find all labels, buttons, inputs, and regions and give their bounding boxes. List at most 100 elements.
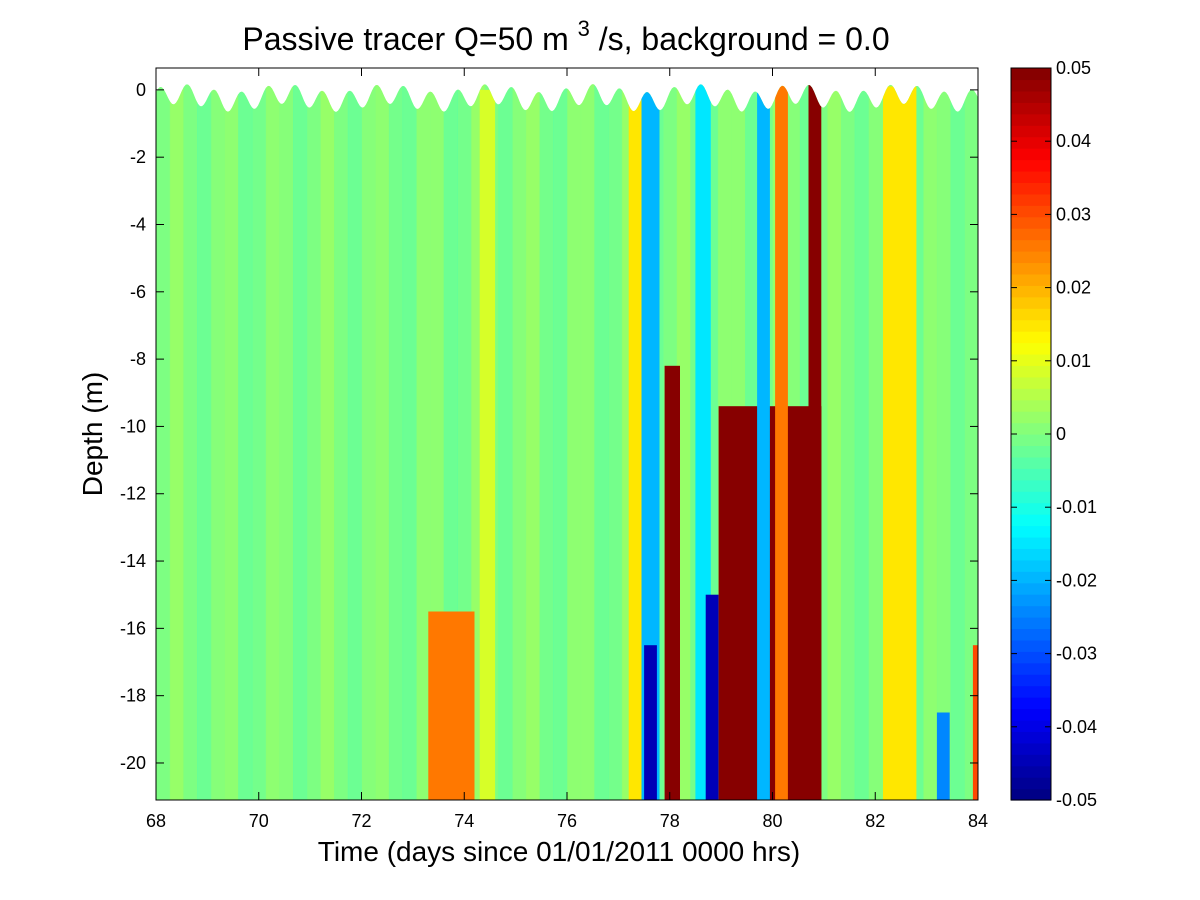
y-tick-label: 0 — [136, 80, 146, 100]
colorbar-swatch — [1011, 170, 1051, 183]
colorbar-swatch — [1011, 468, 1051, 481]
colorbar-tick-label: -0.04 — [1056, 717, 1097, 737]
colorbar-tick-label: -0.03 — [1056, 644, 1097, 664]
colorbar-swatch — [1011, 731, 1051, 744]
x-axis-label: Time (days since 01/01/2011 0000 hrs) — [318, 836, 800, 867]
colorbar-swatch — [1011, 788, 1051, 801]
heatmap-feature — [757, 84, 770, 800]
heatmap-band — [361, 84, 376, 800]
x-axis: 68 70 72 74 76 78 80 82 84 — [146, 68, 988, 831]
colorbar-tick-label: 0.04 — [1056, 131, 1091, 151]
y-tick-label: -20 — [120, 753, 146, 773]
colorbar-swatch — [1011, 376, 1051, 389]
heatmap-band — [539, 84, 554, 800]
colorbar-swatch — [1011, 159, 1051, 172]
heatmap-plot — [155, 67, 979, 801]
colorbar-swatch — [1011, 388, 1051, 401]
y-tick-label: -12 — [120, 484, 146, 504]
colorbar-swatch — [1011, 685, 1051, 698]
y-axis-label: Depth (m) — [77, 372, 108, 496]
heatmap-band — [224, 84, 239, 800]
chart-title-superscript: 3 — [578, 16, 590, 41]
heatmap-cells — [156, 84, 978, 800]
heatmap-band — [567, 84, 582, 800]
heatmap-band — [388, 84, 404, 800]
colorbar-swatch — [1011, 113, 1051, 126]
heatmap-feature — [972, 645, 978, 800]
colorbar-swatch — [1011, 308, 1051, 321]
x-tick-label: 84 — [968, 811, 988, 831]
x-tick-label: 72 — [351, 811, 371, 831]
heatmap-band — [251, 84, 267, 800]
heatmap-feature — [644, 645, 657, 800]
heatmap-feature — [628, 84, 642, 800]
colorbar-swatch — [1011, 777, 1051, 790]
colorbar-swatch — [1011, 765, 1051, 778]
y-tick-label: -10 — [120, 416, 146, 436]
y-tick-label: -2 — [130, 147, 146, 167]
heatmap-band — [608, 84, 623, 800]
colorbar-swatch — [1011, 639, 1051, 652]
colorbar-swatch — [1011, 422, 1051, 435]
heatmap-band — [923, 84, 938, 800]
x-tick-label: 82 — [865, 811, 885, 831]
colorbar-swatch — [1011, 411, 1051, 424]
heatmap-band — [841, 84, 856, 800]
colorbar-swatch — [1011, 285, 1051, 298]
heatmap-band — [553, 84, 568, 800]
heatmap-band — [868, 84, 883, 800]
colorbar-swatch — [1011, 205, 1051, 218]
colorbar-swatch — [1011, 502, 1051, 515]
colorbar-swatch — [1011, 742, 1051, 755]
heatmap-band — [416, 84, 431, 800]
heatmap-feature — [883, 86, 917, 800]
heatmap-band — [580, 84, 595, 800]
heatmap-band — [936, 84, 952, 800]
colorbar-swatch — [1011, 136, 1051, 149]
colorbar-swatch — [1011, 262, 1051, 275]
colorbar-swatch — [1011, 605, 1051, 618]
colorbar-swatch — [1011, 697, 1051, 710]
colorbar-swatch — [1011, 617, 1051, 630]
heatmap-band — [183, 84, 198, 800]
x-tick-label: 78 — [660, 811, 680, 831]
heatmap-band — [827, 84, 842, 800]
colorbar-tick-label: -0.02 — [1056, 570, 1097, 590]
colorbar-swatch — [1011, 90, 1051, 103]
colorbar-swatch — [1011, 662, 1051, 675]
heatmap-feature — [641, 84, 660, 800]
heatmap-feature — [705, 594, 719, 800]
heatmap-band — [525, 84, 541, 800]
y-tick-label: -4 — [130, 214, 146, 234]
heatmap-feature — [808, 84, 822, 800]
colorbar-swatch — [1011, 68, 1051, 81]
heatmap-band — [512, 84, 527, 800]
colorbar-tick-label: 0.05 — [1056, 58, 1091, 78]
heatmap-band — [347, 84, 362, 800]
x-tick-label: 80 — [762, 811, 782, 831]
colorbar-swatch — [1011, 514, 1051, 527]
colorbar: 0.05 0.04 0.03 0.02 0.01 0 -0.01 -0.02 -0.03 -0.0… — [1010, 58, 1097, 810]
y-tick-label: -8 — [130, 349, 146, 369]
y-tick-label: -18 — [120, 686, 146, 706]
heatmap-feature — [775, 84, 788, 800]
x-tick-label: 74 — [454, 811, 474, 831]
colorbar-swatch — [1011, 525, 1051, 538]
colorbar-swatch — [1011, 79, 1051, 92]
colorbar-tick-label: 0.01 — [1056, 351, 1091, 371]
colorbar-tick-label: 0 — [1056, 424, 1066, 444]
heatmap-feature — [479, 89, 496, 800]
colorbar-swatch — [1011, 216, 1051, 229]
colorbar-tick-label: -0.01 — [1056, 497, 1097, 517]
heatmap-band — [279, 84, 294, 800]
colorbar-swatch — [1011, 353, 1051, 366]
colorbar-swatch — [1011, 674, 1051, 687]
x-tick-label: 70 — [249, 811, 269, 831]
heatmap-band — [676, 84, 691, 800]
heatmap-feature — [428, 611, 475, 800]
colorbar-swatch — [1011, 708, 1051, 721]
heatmap-band — [156, 84, 171, 800]
colorbar-swatch — [1011, 365, 1051, 378]
chart-title-main: Passive tracer Q=50 m — [242, 21, 568, 57]
